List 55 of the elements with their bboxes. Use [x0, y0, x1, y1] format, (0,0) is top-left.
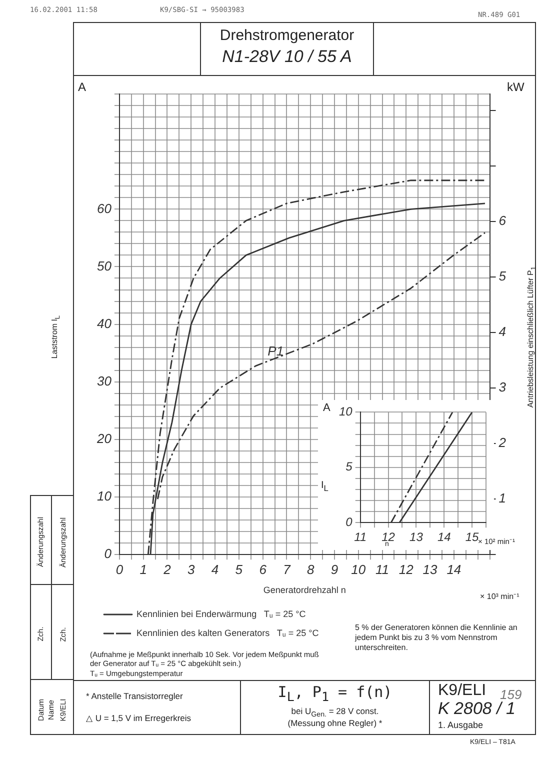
- series-label: P1: [268, 344, 284, 359]
- text: 159: [500, 687, 522, 702]
- y-tick-label: 5: [346, 460, 353, 474]
- y-tick-label: 20: [96, 431, 112, 446]
- x-tick-label: 4: [211, 562, 219, 578]
- text: 5 % der Generatoren können die Kennlinie an jedem Punkt bis zu 3 % vom Nennstrom unterschreiten.: [355, 623, 518, 653]
- text: I$_{L}$, P$_{1}$ = f(n): [276, 683, 394, 704]
- x-tick-label: 9: [330, 562, 338, 578]
- y-tick-label: 40: [96, 316, 112, 331]
- y2-tick-label: 4: [498, 324, 506, 340]
- y-axis-title: I$_{L}$: [321, 480, 328, 493]
- y-tick-label: 0: [346, 514, 353, 529]
- x-tick-label: 1: [140, 562, 147, 578]
- y-tick-label: 60: [96, 200, 112, 216]
- x-tick-label: 11: [376, 562, 390, 578]
- y2-tick-label: 3: [498, 380, 507, 395]
- x-tick-label: 2: [162, 562, 172, 578]
- y-tick-label: 10: [96, 488, 112, 504]
- text: (Messung ohne Regler) *: [286, 718, 384, 728]
- y-tick-label: 50: [96, 258, 112, 274]
- text: kW: [507, 80, 524, 94]
- x-tick-label: 13: [410, 530, 424, 544]
- text: bei U$_{Gen.}$ = 28 V const.: [290, 706, 380, 719]
- x-tick-label: 6: [259, 562, 268, 578]
- x-tick-label: 0: [116, 562, 124, 578]
- y-tick-label: 10: [338, 404, 353, 419]
- y-tick-label: 30: [96, 373, 112, 388]
- x-tick-label: 7: [283, 562, 292, 578]
- chart-subtitle: N1-28V 10 / 55 A: [221, 47, 353, 67]
- x-tick-label: 11: [354, 530, 367, 544]
- text: A: [78, 80, 86, 94]
- text: 1. Ausgabe: [438, 720, 484, 730]
- x-tick-label: 14: [446, 562, 462, 578]
- y2-tick-label: 2: [498, 435, 507, 450]
- annotation: A: [323, 402, 330, 414]
- x-tick-label: 5: [235, 562, 244, 578]
- text: K 2808 / 1: [438, 699, 516, 719]
- text: * Anstelle Transistorregler: [86, 691, 183, 701]
- chart-title: Drehstromgenerator: [218, 27, 356, 44]
- x-axis-title: Generatordrehzahl n: [263, 585, 346, 596]
- legend-label: Kennlinien bei Enderwärmung Tᵤ = 25 °C: [136, 608, 306, 619]
- y2-tick-label: 6: [498, 213, 507, 228]
- text: K9/ELI: [438, 682, 486, 700]
- x-tick-label: 12: [398, 562, 414, 578]
- y2-tick-label: 5: [498, 268, 507, 284]
- y-tick-label: 0: [104, 546, 112, 562]
- x-tick-label: 8: [306, 562, 315, 578]
- legend-label: Kennlinien des kalten Generators Tᵤ = 25 °C: [136, 628, 320, 638]
- x-tick-label: 14: [437, 530, 452, 544]
- text: △ U = 1,5 V im Erregerkreis: [86, 713, 192, 723]
- text: × 10³ min⁻¹: [480, 591, 520, 601]
- x-tick-label: 3: [188, 562, 196, 578]
- x-tick-label: 13: [422, 562, 438, 578]
- x-tick-label: 15: [465, 530, 480, 544]
- y2-tick-label: 1: [498, 490, 506, 506]
